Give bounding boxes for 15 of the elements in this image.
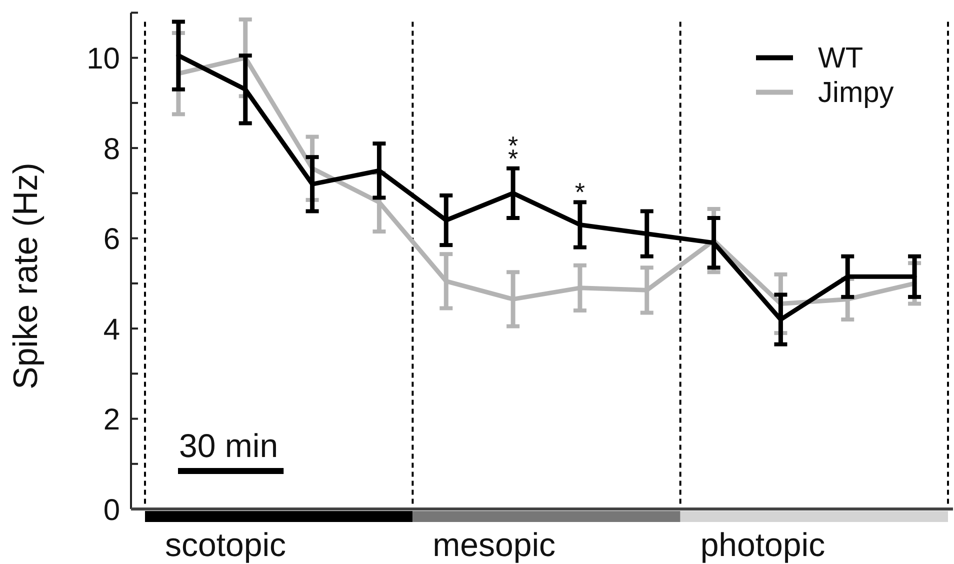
text: photopic: [700, 526, 826, 563]
data-label: **: [508, 130, 518, 174]
annotation: 30 min: [179, 427, 278, 464]
text: mesopic: [432, 526, 556, 563]
text: scotopic: [165, 526, 286, 563]
y-tick-label: 0: [103, 494, 120, 527]
y-tick-label: 2: [103, 404, 120, 437]
y-tick-label: 4: [103, 313, 120, 346]
legend-label: WT: [818, 42, 864, 75]
y-axis-title: Spike rate (Hz): [7, 162, 45, 390]
y-tick-label: 8: [103, 132, 120, 166]
y-tick-label: 10: [86, 42, 120, 76]
legend-label: Jimpy: [818, 77, 894, 110]
data-label: *: [574, 177, 586, 208]
y-tick-label: 6: [103, 223, 120, 256]
